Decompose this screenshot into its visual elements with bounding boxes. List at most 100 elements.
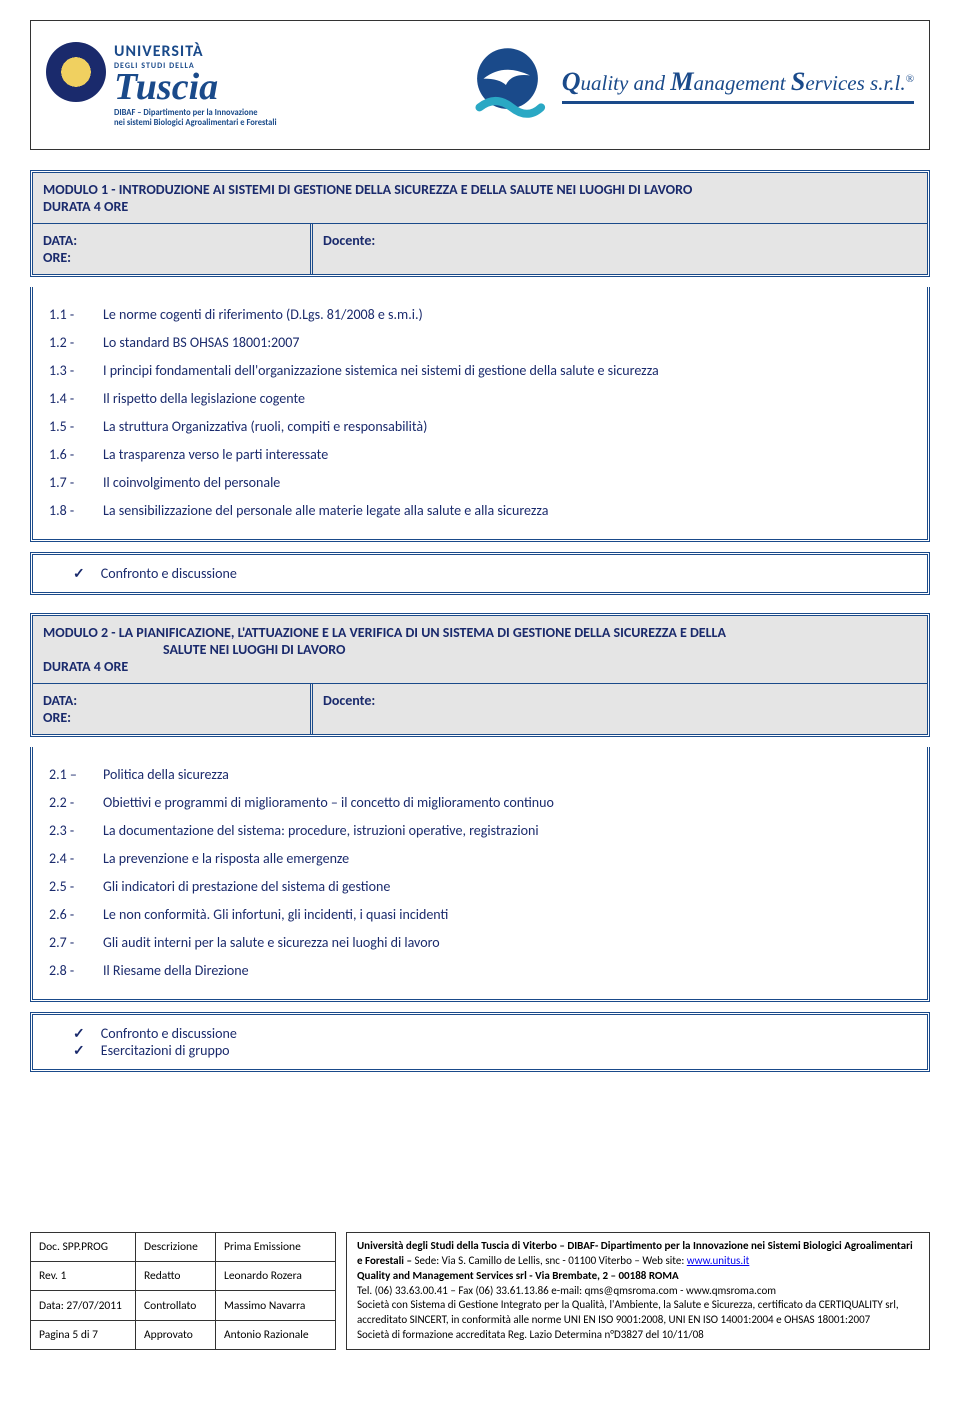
table-cell: Rev. 1	[31, 1262, 136, 1291]
item-number: 2.4 -	[49, 845, 85, 873]
footer-cert: Società con Sistema di Gestione Integrat…	[357, 1298, 899, 1326]
item-number: 2.1 –	[49, 761, 85, 789]
module1-docente: Docente:	[313, 224, 927, 274]
footer-unitus-link[interactable]: www.unitus.it	[687, 1254, 750, 1267]
table-cell: Massimo Navarra	[216, 1291, 336, 1320]
module1-ore-label: ORE:	[43, 249, 71, 266]
item-text: La sensibilizzazione del personale alle …	[103, 497, 548, 525]
module1-docente-label: Docente:	[323, 232, 375, 249]
table-cell: Antonio Razionale	[216, 1320, 336, 1349]
item-number: 2.8 -	[49, 957, 85, 985]
module1-title: MODULO 1 - INTRODUZIONE AI SISTEMI DI GE…	[33, 173, 927, 223]
item-text: Politica della sicurezza	[103, 761, 229, 789]
content-item: 1.4 -Il rispetto della legislazione coge…	[49, 385, 911, 413]
university-seal-icon	[46, 42, 106, 102]
content-item: 1.1 - Le norme cogenti di riferimento (D.…	[49, 301, 911, 329]
content-item: 2.3 -La documentazione del sistema: proc…	[49, 817, 911, 845]
uni-name-3: Tuscia	[114, 71, 277, 103]
page-footer: Doc. SPP.PROGDescrizionePrima EmissioneR…	[30, 1232, 930, 1350]
item-text: La trasparenza verso le parti interessat…	[103, 441, 328, 469]
content-item: 1.5 -La struttura Organizzativa (ruoli, …	[49, 413, 911, 441]
content-item: 2.8 - Il Riesame della Direzione	[49, 957, 911, 985]
content-item: 1.3 - I principi fondamentali dell'organi…	[49, 357, 911, 385]
item-number: 2.6 -	[49, 901, 85, 929]
module2-meta-row: DATA: ORE: Docente:	[33, 683, 927, 734]
module2-docente: Docente:	[313, 684, 927, 734]
discussion-line: Confronto e discussione	[73, 565, 887, 582]
footer-accred: Società di formazione accreditata Reg. L…	[357, 1328, 704, 1341]
content-item: 1.7 - Il coinvolgimento del personale	[49, 469, 911, 497]
item-number: 2.3 -	[49, 817, 85, 845]
content-item: 2.4 - La prevenzione e la risposta alle e…	[49, 845, 911, 873]
item-text: Il coinvolgimento del personale	[103, 469, 280, 497]
table-cell: Doc. SPP.PROG	[31, 1233, 136, 1262]
item-text: I principi fondamentali dell'organizzazi…	[103, 357, 659, 385]
item-text: Il Riesame della Direzione	[103, 957, 249, 985]
table-cell: Controllato	[136, 1291, 216, 1320]
module1-discussion: Confronto e discussione	[30, 552, 930, 595]
table-cell: Data: 27/07/2011	[31, 1291, 136, 1320]
discussion-line: Confronto e discussione	[73, 1025, 887, 1042]
item-text: Obiettivi e programmi di miglioramento –…	[103, 789, 554, 817]
table-cell: Approvato	[136, 1320, 216, 1349]
module1-duration: DURATA 4 ORE	[43, 198, 128, 215]
module2-docente-label: Docente:	[323, 692, 375, 709]
dept-line-1: DIBAF – Dipartimento per la Innovazione	[114, 108, 277, 118]
item-number: 1.2 -	[49, 329, 85, 357]
module2-items: 2.1 – Politica della sicurezza 2.2 - Obiett…	[30, 747, 930, 1002]
item-number: 1.3 -	[49, 357, 85, 385]
item-number: 1.7 -	[49, 469, 85, 497]
table-cell: Leonardo Rozera	[216, 1262, 336, 1291]
page-header: UNIVERSITÀ DEGLI STUDI DELLA Tuscia DIBA…	[30, 20, 930, 150]
qms-logo-block: Quality and Management Services s.r.l.®	[465, 45, 914, 125]
item-number: 2.5 -	[49, 873, 85, 901]
item-text: La prevenzione e la risposta alle emerge…	[103, 845, 349, 873]
table-row: Rev. 1RedattoLeonardo Rozera	[31, 1262, 336, 1291]
content-item: 1.2 - Lo standard BS OHSAS 18001:2007	[49, 329, 911, 357]
item-number: 2.2 -	[49, 789, 85, 817]
dept-line-2: nei sistemi Biologici Agroalimentari e F…	[114, 118, 277, 128]
footer-qms-bold: Quality and Management Services srl - Vi…	[357, 1269, 679, 1282]
module1-data-label: DATA:	[43, 232, 77, 249]
module2-title-line2: SALUTE NEI LUOGHI DI LAVORO	[43, 641, 345, 658]
module2-data-ore: DATA: ORE:	[33, 684, 313, 734]
table-cell: Prima Emissione	[216, 1233, 336, 1262]
module2-title: MODULO 2 - LA PIANIFICAZIONE, L'ATTUAZIO…	[33, 616, 927, 683]
module2-header-table: MODULO 2 - LA PIANIFICAZIONE, L'ATTUAZIO…	[30, 613, 930, 737]
module2-title-line1: MODULO 2 - LA PIANIFICAZIONE, L'ATTUAZIO…	[43, 624, 726, 641]
content-item: 2.7 -Gli audit interni per la salute e s…	[49, 929, 911, 957]
item-text: Le norme cogenti di riferimento (D.Lgs. …	[103, 301, 423, 329]
module1-data-ore: DATA: ORE:	[33, 224, 313, 274]
module2-duration: DURATA 4 ORE	[43, 658, 128, 675]
table-row: Doc. SPP.PROGDescrizionePrima Emissione	[31, 1233, 336, 1262]
content-item: 2.2 - Obiettivi e programmi di migliorame…	[49, 789, 911, 817]
qms-underline	[562, 101, 914, 104]
item-text: Lo standard BS OHSAS 18001:2007	[103, 329, 299, 357]
discussion-line: Esercitazioni di gruppo	[73, 1042, 887, 1059]
item-number: 1.6 -	[49, 441, 85, 469]
university-text: UNIVERSITÀ DEGLI STUDI DELLA Tuscia DIBA…	[114, 42, 277, 127]
item-text: Gli indicatori di prestazione del sistem…	[103, 873, 390, 901]
module2-data-label: DATA:	[43, 692, 77, 709]
item-text: Il rispetto della legislazione cogente	[103, 385, 305, 413]
footer-meta-table: Doc. SPP.PROGDescrizionePrima EmissioneR…	[30, 1232, 336, 1350]
qms-company-name: Quality and Management Services s.r.l.®	[562, 67, 914, 97]
footer-uni-rest: Sede: Via S. Camillo de Lellis, snc - 01…	[412, 1254, 687, 1267]
content-item: 2.6 - Le non conformità. Gli infortuni, g…	[49, 901, 911, 929]
item-number: 1.8 -	[49, 497, 85, 525]
item-text: La struttura Organizzativa (ruoli, compi…	[103, 413, 427, 441]
module1-items: 1.1 - Le norme cogenti di riferimento (D.…	[30, 287, 930, 542]
qms-bird-icon	[465, 45, 550, 125]
module1-header-table: MODULO 1 - INTRODUZIONE AI SISTEMI DI GE…	[30, 170, 930, 277]
item-text: Le non conformità. Gli infortuni, gli in…	[103, 901, 448, 929]
table-cell: Descrizione	[136, 1233, 216, 1262]
module2-discussion: Confronto e discussioneEsercitazioni di …	[30, 1012, 930, 1072]
item-number: 1.1 -	[49, 301, 85, 329]
item-text: Gli audit interni per la salute e sicure…	[103, 929, 440, 957]
footer-contact: Tel. (06) 33.63.00.41 – Fax (06) 33.61.1…	[357, 1284, 776, 1297]
table-row: Data: 27/07/2011ControllatoMassimo Navar…	[31, 1291, 336, 1320]
footer-address-block: Università degli Studi della Tuscia di V…	[346, 1232, 930, 1350]
content-item: 2.5 - Gli indicatori di prestazione del s…	[49, 873, 911, 901]
module1-meta-row: DATA: ORE: Docente:	[33, 223, 927, 274]
university-logo-block: UNIVERSITÀ DEGLI STUDI DELLA Tuscia DIBA…	[46, 42, 277, 127]
